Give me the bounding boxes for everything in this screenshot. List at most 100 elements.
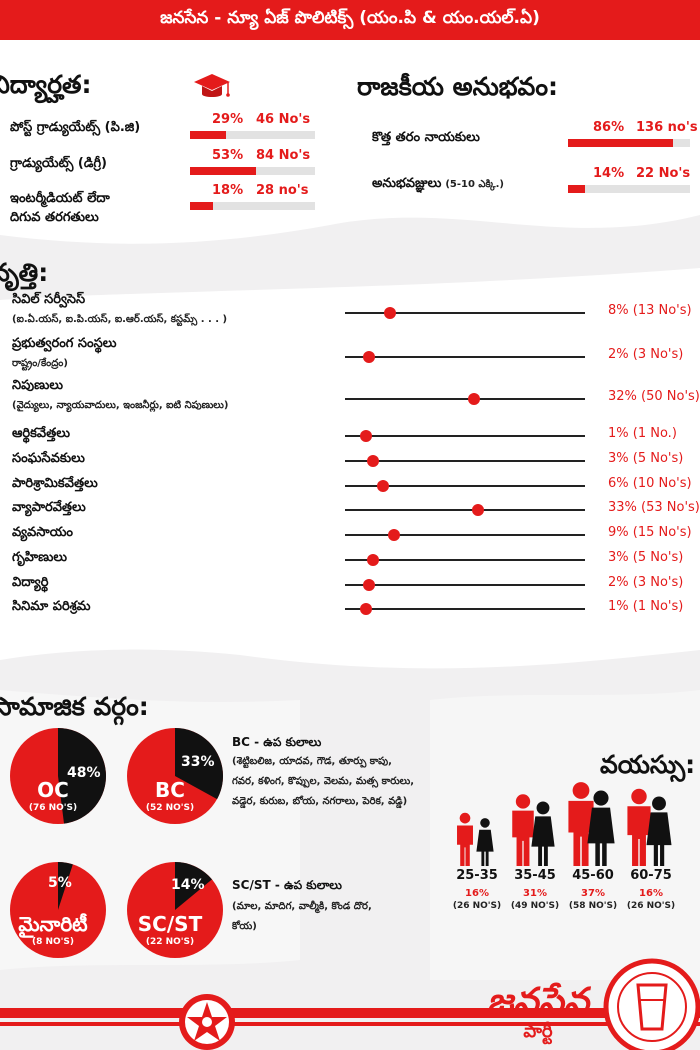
page-title: జనసేన - న్యూ ఏజ్ పొలిటిక్స్ (యం.పి & యం.…: [160, 8, 540, 28]
profession-label: సంఘసేవకులు: [12, 451, 85, 466]
pie-name: మైనారిటీ: [18, 912, 88, 936]
person-icon: [531, 801, 555, 866]
scst-subcaste-title: SC/ST - ఉప కులాలు: [232, 878, 342, 892]
age-group-percent: 16%: [465, 888, 489, 899]
person-icon: [476, 818, 494, 866]
profession-label: వ్యాపారవేత్తలు: [12, 500, 86, 515]
profession-line: [345, 356, 585, 358]
experience-count: 136 no's: [636, 120, 698, 135]
age-group-count: (49 NO'S): [510, 901, 560, 911]
age-group-percent: 31%: [523, 888, 547, 899]
profession-dot: [367, 455, 379, 467]
experience-bar-fill: [568, 185, 585, 193]
pie-sub: (76 NO'S): [28, 803, 78, 813]
age-group-label: 60-75: [630, 868, 672, 883]
age-group-count: (26 NO'S): [452, 901, 502, 911]
experience-label: అనుభవజ్ఞులు (5-10 ఎక్కి.): [372, 176, 504, 191]
pie-percent: 14%: [171, 877, 205, 893]
experience-percent: 14%: [593, 166, 625, 181]
profession-line: [345, 312, 585, 314]
education-heading: విద్యార్హత:: [0, 70, 92, 99]
star-emblem-icon: [179, 994, 235, 1050]
profession-line: [345, 485, 585, 487]
age-pictogram: [457, 782, 672, 866]
person-icon: [627, 788, 651, 866]
profession-sublabel: రాష్ట్రం/కేంద్రం): [12, 358, 68, 369]
profession-dot: [384, 307, 396, 319]
profession-line: [345, 398, 585, 400]
education-bar-fill: [190, 131, 226, 139]
education-count: 84 No's: [256, 148, 311, 163]
person-icon: [457, 812, 473, 866]
education-bar-fill: [190, 167, 256, 175]
bc-subcaste-line: (శెట్టిబలిజ, యాదవ, గౌడ, తూర్పు కాపు,: [232, 756, 392, 767]
profession-dot: [360, 603, 372, 615]
profession-value: 3% (5 No's): [608, 550, 684, 565]
social-heading: సామాజిక వర్గం:: [0, 692, 149, 721]
glass-seal-icon: [603, 958, 700, 1050]
experience-count: 22 No's: [636, 166, 691, 181]
bc-subcaste-line: గవర, కళింగ, కొప్పుల, వెలమ, మత్స కారులు,: [232, 776, 415, 787]
education-count: 28 no's: [256, 183, 309, 198]
profession-value: 33% (53 No's): [608, 500, 700, 515]
pie-percent: 5%: [48, 875, 72, 891]
experience-percent: 86%: [593, 120, 625, 135]
pie-percent: 33%: [181, 754, 215, 770]
education-bar-fill: [190, 202, 213, 210]
age-group-label: 45-60: [572, 868, 614, 883]
profession-dot: [377, 480, 389, 492]
profession-label: పారిశ్రామికవేత్తలు: [12, 476, 98, 491]
education-bar-track: [190, 202, 315, 210]
profession-line: [345, 534, 585, 536]
profession-value: 1% (1 No's): [608, 599, 684, 614]
profession-sublabel: (ఐ.ఏ.యస్, ఐ.పి.యస్, ఐ.ఆర్.యస్, కస్టమ్స్ …: [12, 314, 228, 325]
pie-name: SC/ST: [137, 912, 203, 936]
pie-name: BC: [155, 778, 185, 802]
scst-subcaste-line: (మాల, మాదిగ, వాల్మీకి, కొండ దొర,: [232, 901, 372, 912]
person-icon: [646, 796, 672, 866]
profession-value: 8% (13 No's): [608, 303, 692, 318]
profession-line: [345, 608, 585, 610]
profession-label: ప్రభుత్వరంగ సంస్థలు: [12, 336, 117, 351]
pie-slice: [175, 728, 223, 800]
profession-value: 9% (15 No's): [608, 525, 692, 540]
profession-value: 2% (3 No's): [608, 575, 684, 590]
education-bar-track: [190, 131, 315, 139]
profession-line: [345, 509, 585, 511]
education-percent: 53%: [212, 148, 244, 163]
profession-value: 32% (50 No's): [608, 389, 700, 404]
age-group-label: 25-35: [456, 868, 498, 883]
profession-label: సినిమా పరిశ్రమ: [12, 599, 91, 614]
graduation-cap-icon: [194, 74, 230, 97]
profession-dot: [367, 554, 379, 566]
education-label: గ్రాడ్యుయేట్స్ (డిగ్రీ): [10, 156, 107, 171]
pie-sub: (8 NO'S): [31, 937, 75, 947]
pie-slice: [58, 862, 73, 910]
profession-label: నిపుణులు: [12, 378, 64, 393]
profession-value: 6% (10 No's): [608, 476, 692, 491]
person-icon: [512, 794, 534, 866]
profession-label: ఆర్థికవేత్తలు: [12, 426, 70, 441]
age-group-label: 35-45: [514, 868, 556, 883]
bc-subcaste-line: వడ్డెర, కురుబ, బోయ, నగరాలు, పెరిక, వడ్డి…: [232, 796, 408, 807]
bc-subcaste-list: (శెట్టిబలిజ, యాదవ, గౌడ, తూర్పు కాపు, గవర…: [232, 752, 414, 812]
age-heading: వయస్సు:: [600, 750, 696, 779]
education-label: పోస్ట్ గ్రాడ్యుయేట్స్ (పి.జి): [10, 120, 141, 135]
profession-dot: [360, 430, 372, 442]
profession-label: వ్యవసాయం: [12, 525, 74, 540]
age-group-count: (58 NO'S): [568, 901, 618, 911]
experience-sublabel: (5-10 ఎక్కి.): [445, 179, 504, 190]
page-title-bar: జనసేన - న్యూ ఏజ్ పొలిటిక్స్ (యం.పి & యం.…: [0, 0, 700, 40]
profession-line: [345, 435, 585, 437]
person-icon: [587, 790, 615, 866]
profession-dot: [388, 529, 400, 541]
education-percent: 29%: [212, 112, 244, 127]
profession-line: [345, 584, 585, 586]
pie-name: OC: [37, 778, 69, 802]
party-logo-text: జనసేన పార్టీ: [478, 982, 598, 1042]
footer-band: [0, 1008, 700, 1026]
education-percent: 18%: [212, 183, 244, 198]
profession-dot: [363, 579, 375, 591]
party-name: జనసేన: [486, 981, 590, 1022]
profession-heading: వృత్తి:: [0, 258, 49, 287]
